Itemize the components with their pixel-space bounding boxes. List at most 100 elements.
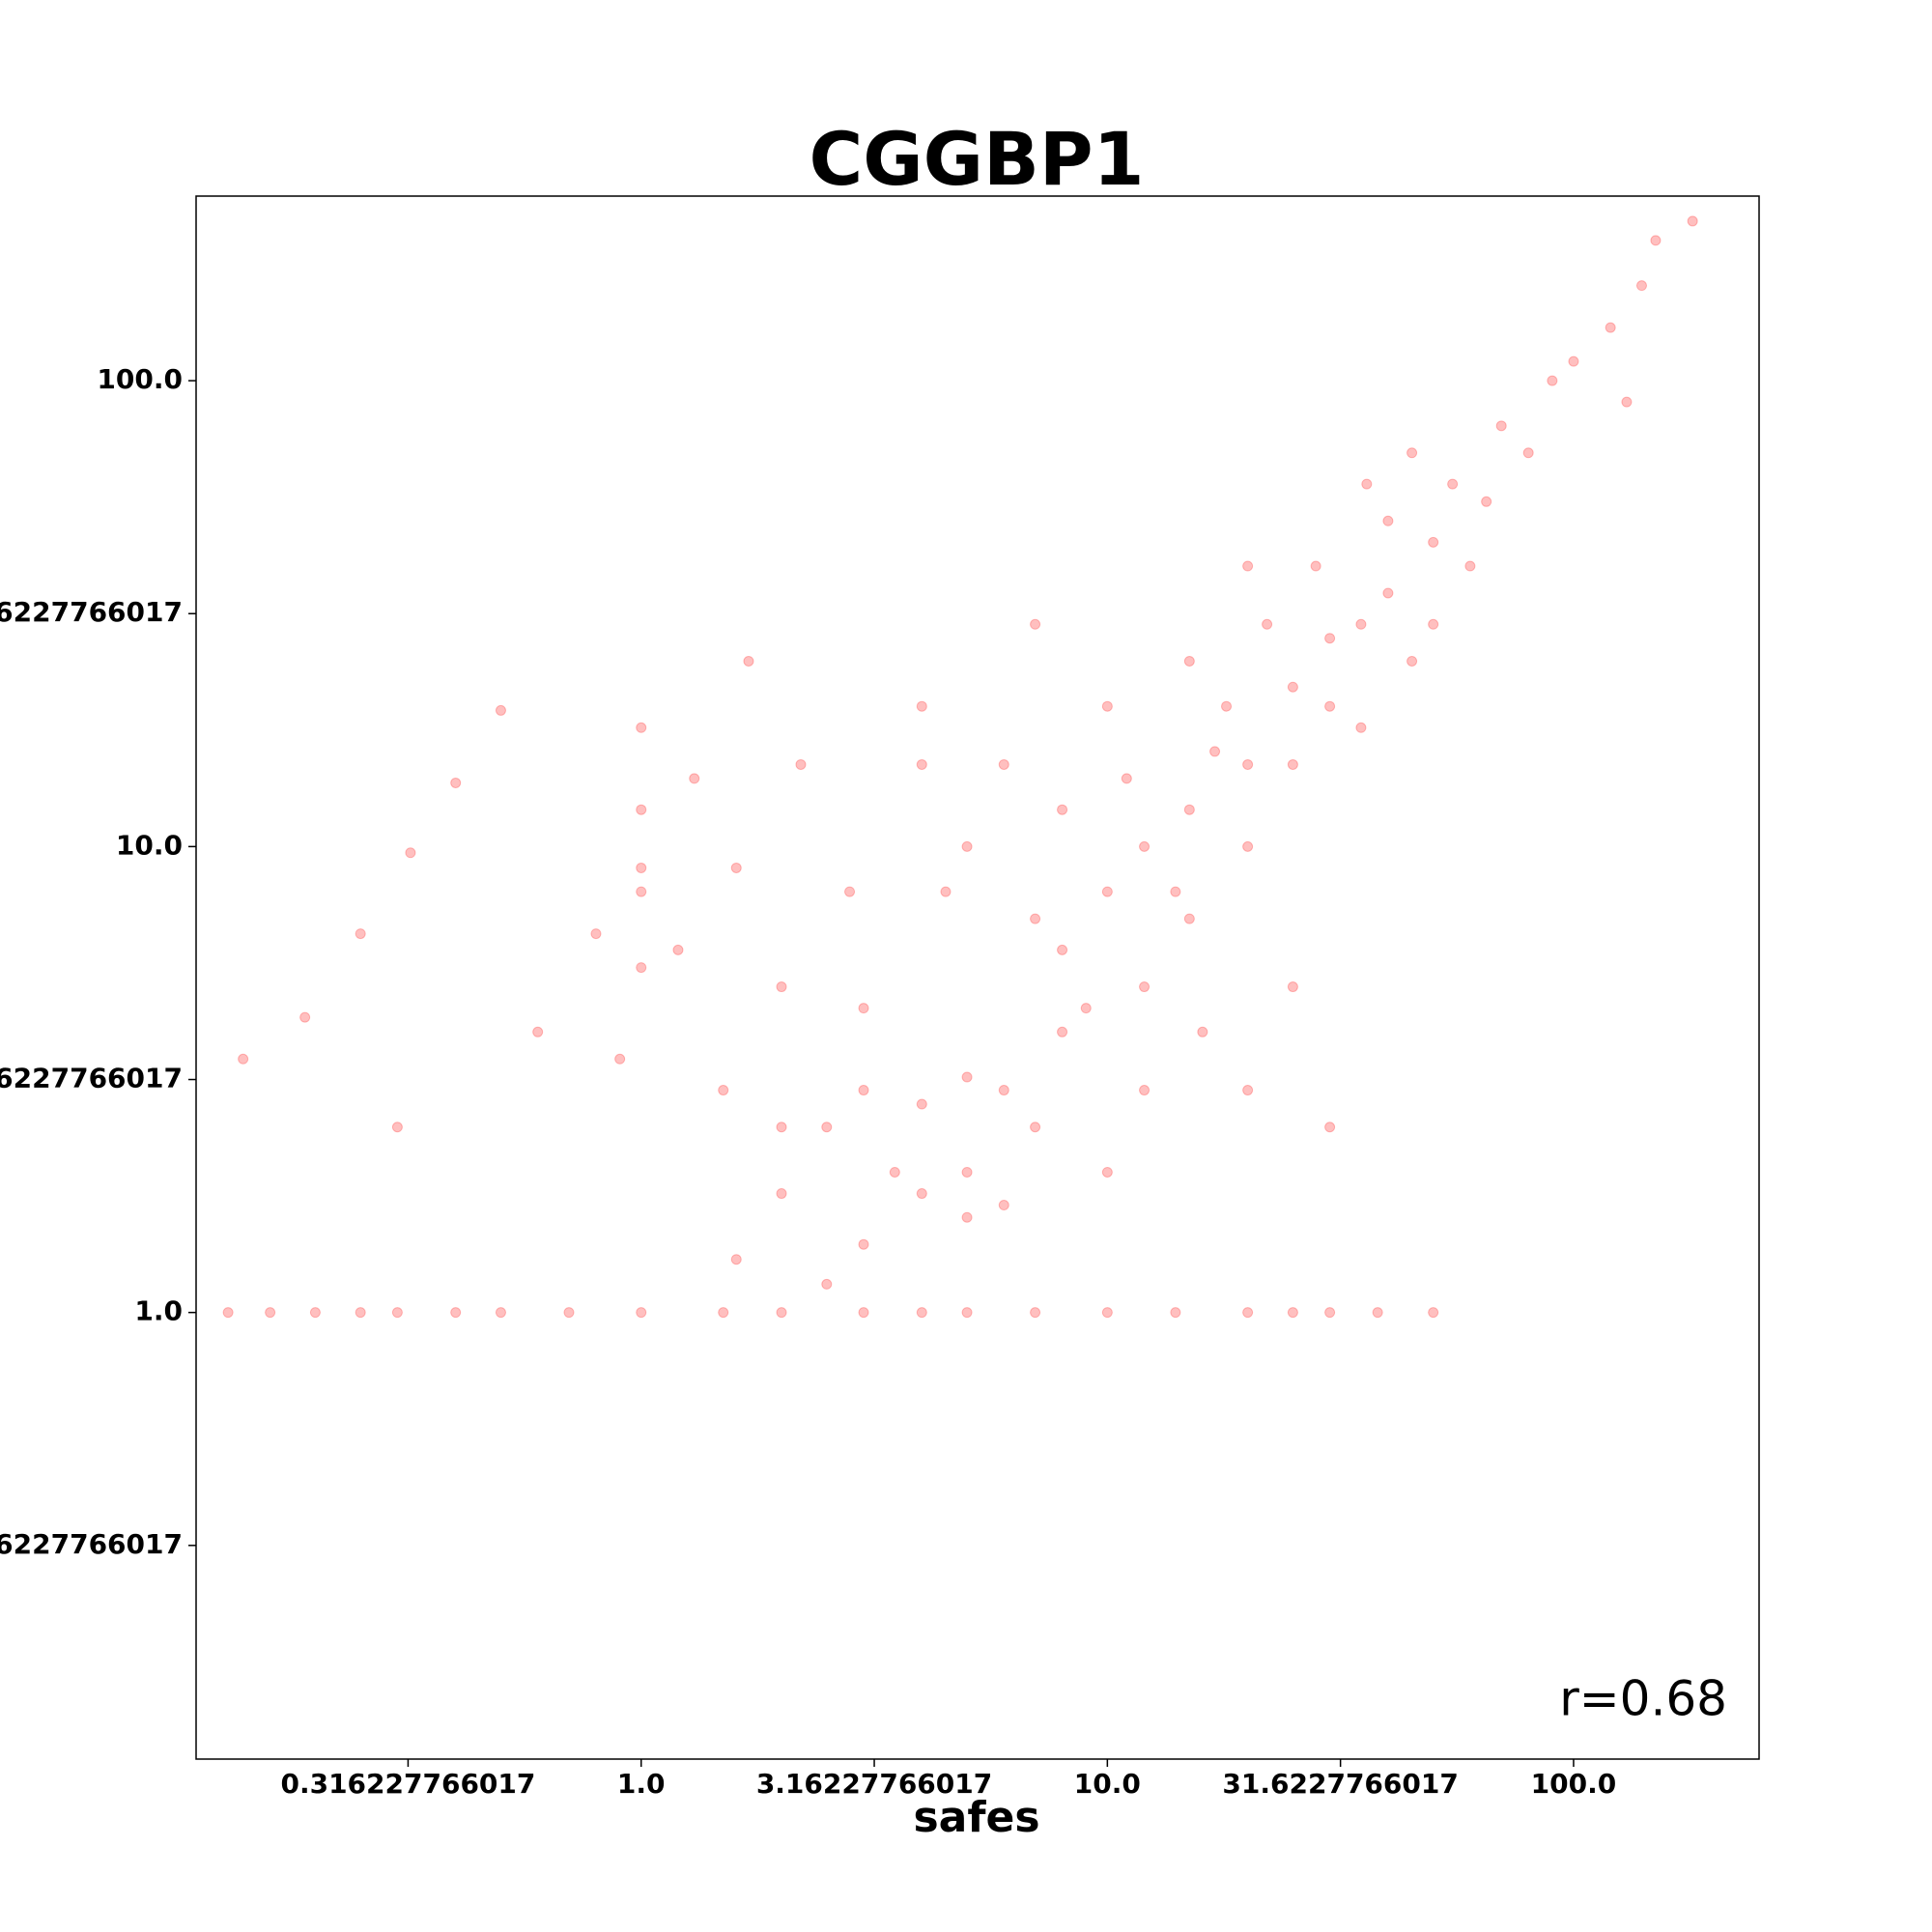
point xyxy=(730,1254,742,1265)
point xyxy=(1287,758,1298,770)
point xyxy=(1242,1085,1254,1096)
point xyxy=(1030,913,1041,924)
point xyxy=(1183,655,1195,667)
point xyxy=(1170,1307,1181,1319)
x-tick-label: 31.6227766017 xyxy=(1222,1768,1458,1800)
point xyxy=(1057,1026,1068,1037)
point xyxy=(636,886,647,897)
point xyxy=(1057,944,1068,955)
point xyxy=(821,1122,833,1133)
point xyxy=(1428,618,1439,630)
point xyxy=(672,944,684,955)
point xyxy=(1030,1307,1041,1319)
point xyxy=(563,1307,575,1319)
point xyxy=(1568,355,1579,367)
point xyxy=(1170,886,1181,897)
point xyxy=(961,840,973,852)
y-tick-label: 0.316227766017 xyxy=(0,1528,183,1560)
point xyxy=(858,1307,869,1319)
point xyxy=(998,758,1009,770)
point xyxy=(495,1307,506,1319)
point xyxy=(1183,804,1195,815)
point xyxy=(1621,396,1633,408)
point xyxy=(776,1122,787,1133)
point xyxy=(1428,1307,1439,1319)
chart-title: CGGBP1 xyxy=(809,116,1144,202)
point xyxy=(1287,681,1298,693)
point xyxy=(1687,215,1698,227)
point xyxy=(961,1166,973,1178)
point xyxy=(1406,447,1418,459)
point xyxy=(858,1238,869,1250)
point xyxy=(1080,1003,1092,1014)
x-tick-label: 0.316227766017 xyxy=(280,1768,535,1800)
point xyxy=(916,758,927,770)
point xyxy=(1209,746,1221,757)
point xyxy=(858,1085,869,1096)
point xyxy=(1428,536,1439,548)
y-tick-label: 3.16227766017 xyxy=(0,1063,183,1094)
y-tick-label: 10.0 xyxy=(116,829,183,861)
annotation: r=0.68 xyxy=(1559,1671,1727,1727)
x-tick-label: 10.0 xyxy=(1074,1768,1141,1800)
point xyxy=(916,1098,927,1110)
point xyxy=(998,1200,1009,1211)
point xyxy=(1495,420,1507,432)
point xyxy=(1221,700,1233,712)
point xyxy=(590,928,602,940)
point xyxy=(532,1026,544,1037)
point xyxy=(1406,655,1418,667)
point xyxy=(776,1307,787,1319)
point xyxy=(1324,700,1336,712)
point xyxy=(1242,560,1254,572)
point xyxy=(1355,618,1367,630)
point xyxy=(743,655,754,667)
plot-frame xyxy=(195,195,1760,1760)
point xyxy=(998,1085,1009,1096)
point xyxy=(916,1307,927,1319)
x-tick-label: 1.0 xyxy=(617,1768,666,1800)
point xyxy=(1057,804,1068,815)
point xyxy=(1481,496,1492,507)
point xyxy=(1139,840,1151,852)
point xyxy=(391,1307,403,1319)
point xyxy=(1361,478,1373,490)
point xyxy=(405,847,416,859)
point xyxy=(495,704,506,716)
y-tick-label: 1.0 xyxy=(134,1295,183,1327)
point xyxy=(730,862,742,873)
point xyxy=(1324,1307,1336,1319)
point xyxy=(1287,1307,1298,1319)
point xyxy=(821,1278,833,1290)
y-tick-label: 100.0 xyxy=(97,363,183,395)
point xyxy=(718,1307,729,1319)
point xyxy=(1464,560,1476,572)
point xyxy=(1242,758,1254,770)
point xyxy=(222,1307,234,1319)
point xyxy=(1382,515,1394,526)
point xyxy=(858,1003,869,1014)
point xyxy=(1262,618,1273,630)
x-tick-label: 100.0 xyxy=(1531,1768,1617,1800)
point xyxy=(1287,981,1298,993)
point xyxy=(718,1085,729,1096)
point xyxy=(614,1053,626,1065)
point xyxy=(1139,981,1151,993)
point xyxy=(1242,1307,1254,1319)
point xyxy=(1121,773,1132,784)
point xyxy=(689,773,700,784)
point xyxy=(916,700,927,712)
point xyxy=(1242,840,1254,852)
point xyxy=(1355,722,1367,733)
point xyxy=(265,1307,276,1319)
point xyxy=(309,1307,321,1319)
point xyxy=(1310,560,1321,572)
point xyxy=(355,1307,366,1319)
point xyxy=(299,1011,311,1023)
point xyxy=(1101,1166,1113,1178)
point xyxy=(961,1071,973,1083)
point xyxy=(1101,886,1113,897)
point xyxy=(1650,235,1662,246)
